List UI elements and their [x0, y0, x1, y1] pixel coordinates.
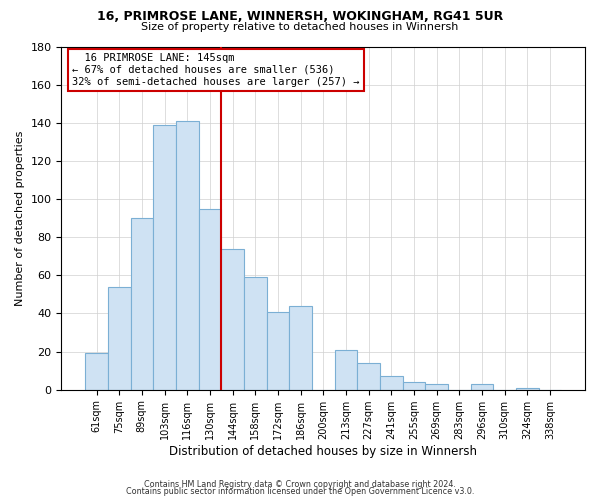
- Text: 16 PRIMROSE LANE: 145sqm
← 67% of detached houses are smaller (536)
32% of semi-: 16 PRIMROSE LANE: 145sqm ← 67% of detach…: [72, 54, 359, 86]
- Bar: [335, 350, 357, 390]
- Text: Contains public sector information licensed under the Open Government Licence v3: Contains public sector information licen…: [126, 487, 474, 496]
- Text: 16, PRIMROSE LANE, WINNERSH, WOKINGHAM, RG41 5UR: 16, PRIMROSE LANE, WINNERSH, WOKINGHAM, …: [97, 10, 503, 23]
- Bar: [221, 248, 244, 390]
- Y-axis label: Number of detached properties: Number of detached properties: [15, 130, 25, 306]
- Bar: [289, 306, 312, 390]
- Bar: [108, 287, 131, 390]
- Bar: [266, 312, 289, 390]
- Bar: [357, 363, 380, 390]
- Bar: [516, 388, 539, 390]
- Bar: [131, 218, 153, 390]
- Bar: [153, 124, 176, 390]
- Bar: [244, 277, 266, 390]
- Bar: [85, 354, 108, 390]
- Bar: [425, 384, 448, 390]
- Text: Contains HM Land Registry data © Crown copyright and database right 2024.: Contains HM Land Registry data © Crown c…: [144, 480, 456, 489]
- Bar: [403, 382, 425, 390]
- Bar: [380, 376, 403, 390]
- Text: Size of property relative to detached houses in Winnersh: Size of property relative to detached ho…: [142, 22, 458, 32]
- X-axis label: Distribution of detached houses by size in Winnersh: Distribution of detached houses by size …: [169, 444, 477, 458]
- Bar: [176, 121, 199, 390]
- Bar: [470, 384, 493, 390]
- Bar: [199, 208, 221, 390]
